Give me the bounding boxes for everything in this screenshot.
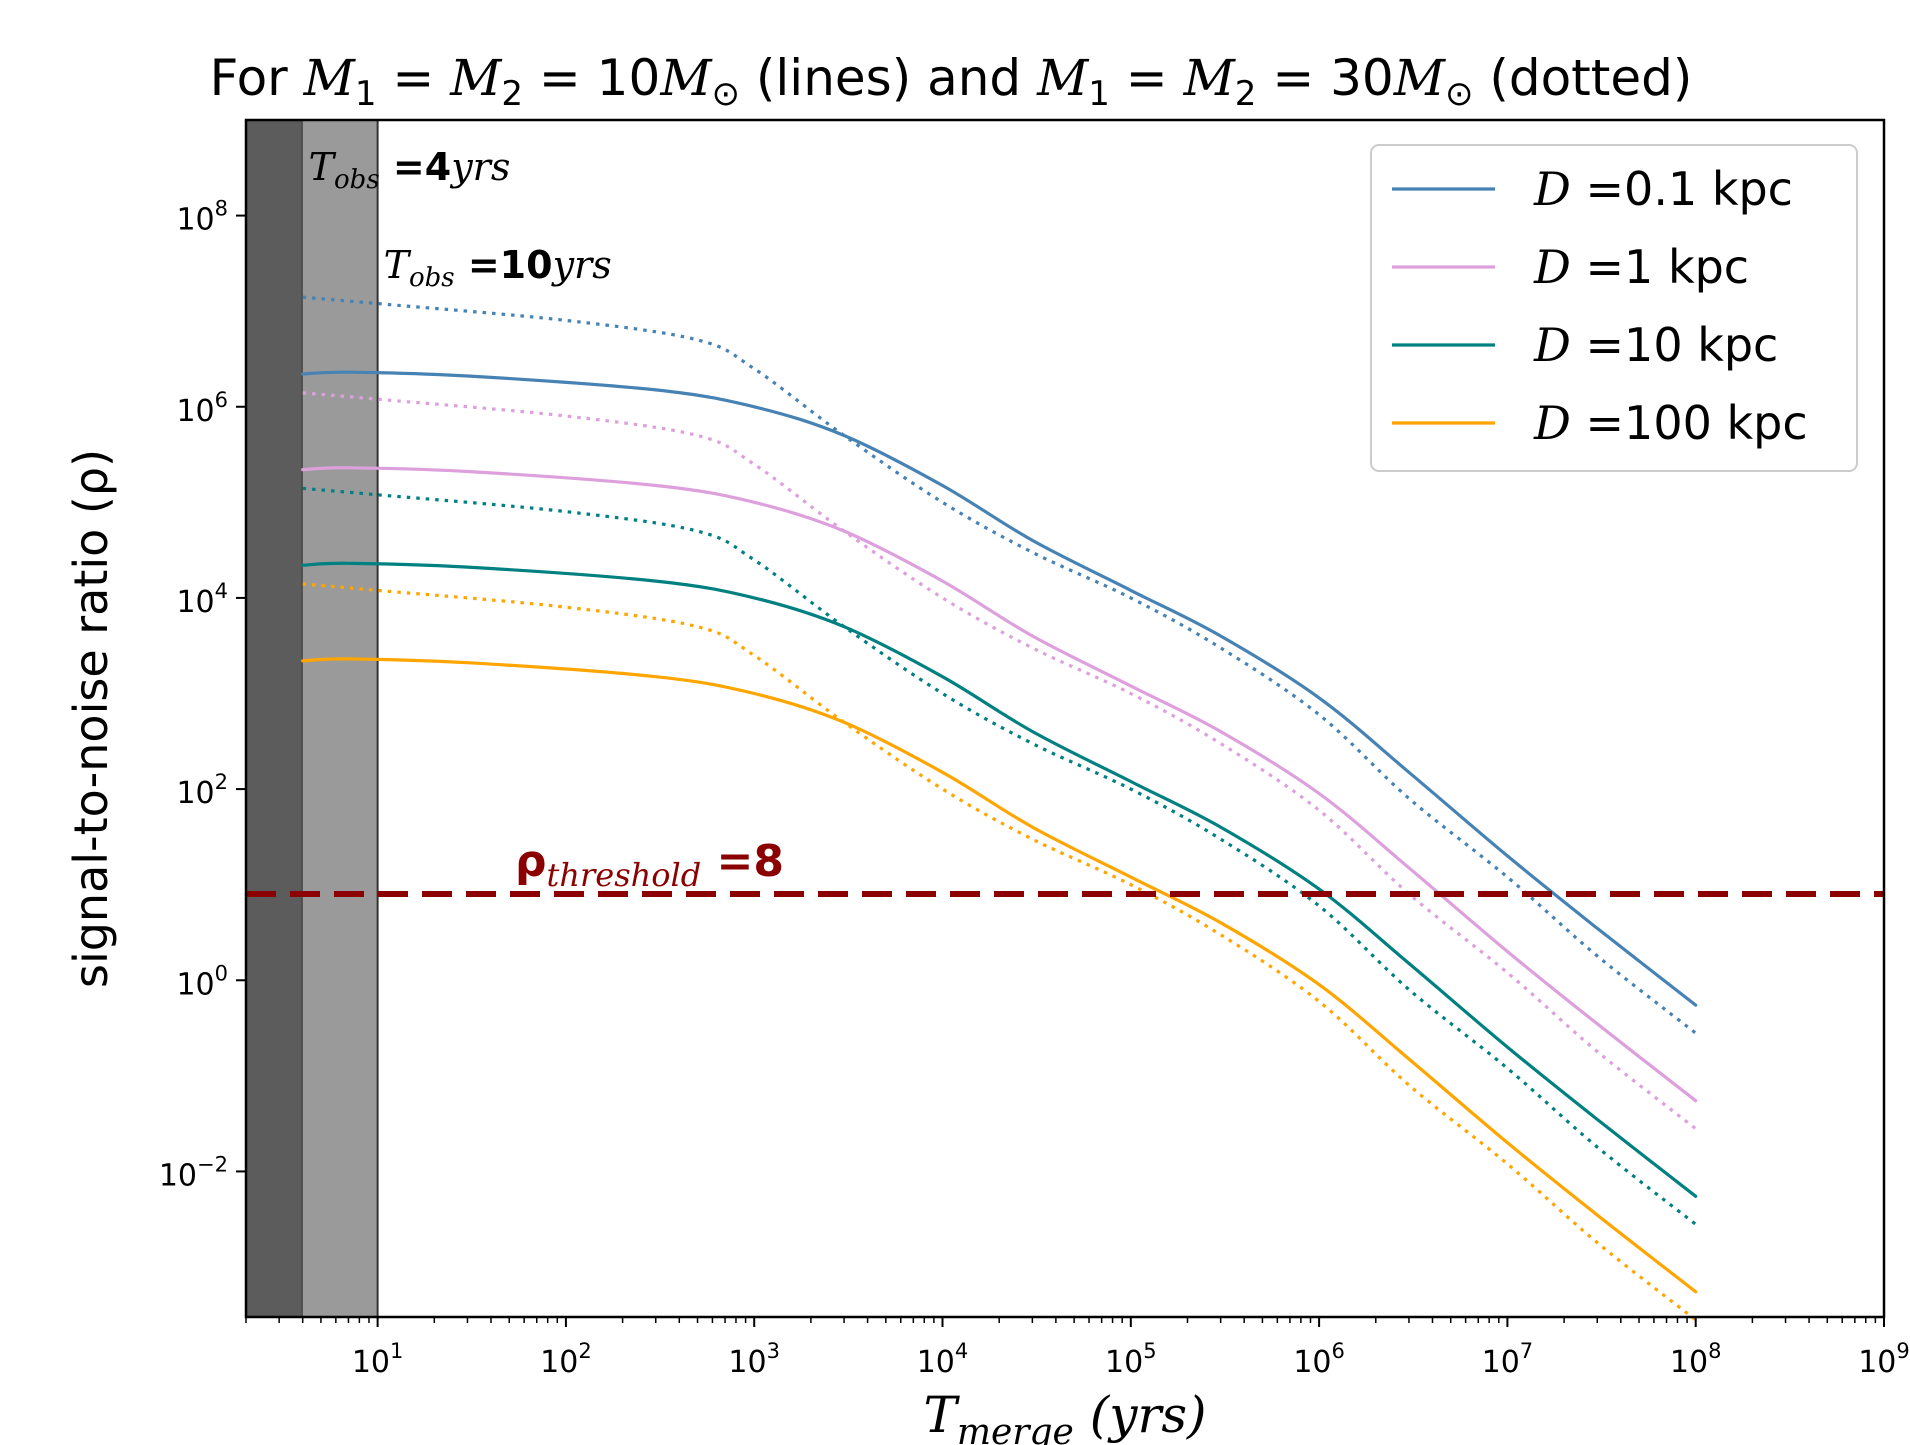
- y-tick-label: 100: [176, 961, 228, 1002]
- x-tick-label: 106: [1293, 1339, 1345, 1380]
- series-line-dotted-6: [302, 486, 1697, 1226]
- series-line-dotted-4: [302, 295, 1697, 1035]
- legend-label: D =1 kpc: [1533, 240, 1749, 294]
- region-label-tobs-10: Tobs =10yrs: [384, 243, 612, 293]
- x-tick-label: 107: [1482, 1339, 1534, 1380]
- chart-title: For M1 = M2 = 10M⊙ (lines) and M1 = M2 =…: [210, 49, 1693, 114]
- threshold-label: ρthreshold =8: [515, 836, 784, 894]
- series-line-solid-0: [301, 370, 1698, 1007]
- y-tick-label: 102: [176, 770, 228, 811]
- x-tick-label: 104: [917, 1339, 969, 1380]
- region-label-tobs-4: Tobs =4yrs: [309, 145, 511, 195]
- legend: D =0.1 kpc D =1 kpc D =10 kpc D =100 kpc: [1370, 144, 1858, 472]
- series-line-dotted-5: [302, 391, 1697, 1130]
- x-tick-label: 108: [1670, 1339, 1722, 1380]
- shaded-region-1: [302, 120, 378, 1317]
- x-tick-label: 109: [1858, 1339, 1910, 1380]
- axes-frame: [244, 118, 1886, 1319]
- legend-label: D =10 kpc: [1533, 318, 1778, 372]
- series-line-solid-2: [301, 561, 1698, 1198]
- shaded-regions: [246, 120, 379, 1317]
- legend-box: [1370, 144, 1858, 472]
- x-tick-label: 105: [1105, 1339, 1157, 1380]
- x-axis-label: Tmerge (yrs): [923, 1386, 1206, 1445]
- shaded-region-0: [246, 120, 303, 1317]
- x-tick-label: 103: [728, 1339, 780, 1380]
- y-tick-label: 108: [176, 197, 228, 238]
- axis-ticks: 101 102 103 104 105 106 107 108 109 10−2 100 102 104…: [159, 197, 1910, 1380]
- legend-label: D =0.1 kpc: [1533, 162, 1793, 216]
- series-line-solid-1: [301, 466, 1698, 1103]
- series-line-dotted-7: [302, 582, 1697, 1322]
- x-tick-label: 102: [540, 1339, 592, 1380]
- legend-label: D =100 kpc: [1533, 396, 1808, 450]
- y-axis-label: signal-to-noise ratio (ρ): [64, 449, 118, 988]
- y-tick-label: 104: [176, 579, 228, 620]
- y-tick-label: 10−2: [159, 1152, 228, 1193]
- series-line-solid-3: [301, 657, 1698, 1294]
- x-tick-label: 101: [352, 1339, 404, 1380]
- series-lines: [301, 295, 1698, 1322]
- y-tick-label: 106: [176, 388, 228, 429]
